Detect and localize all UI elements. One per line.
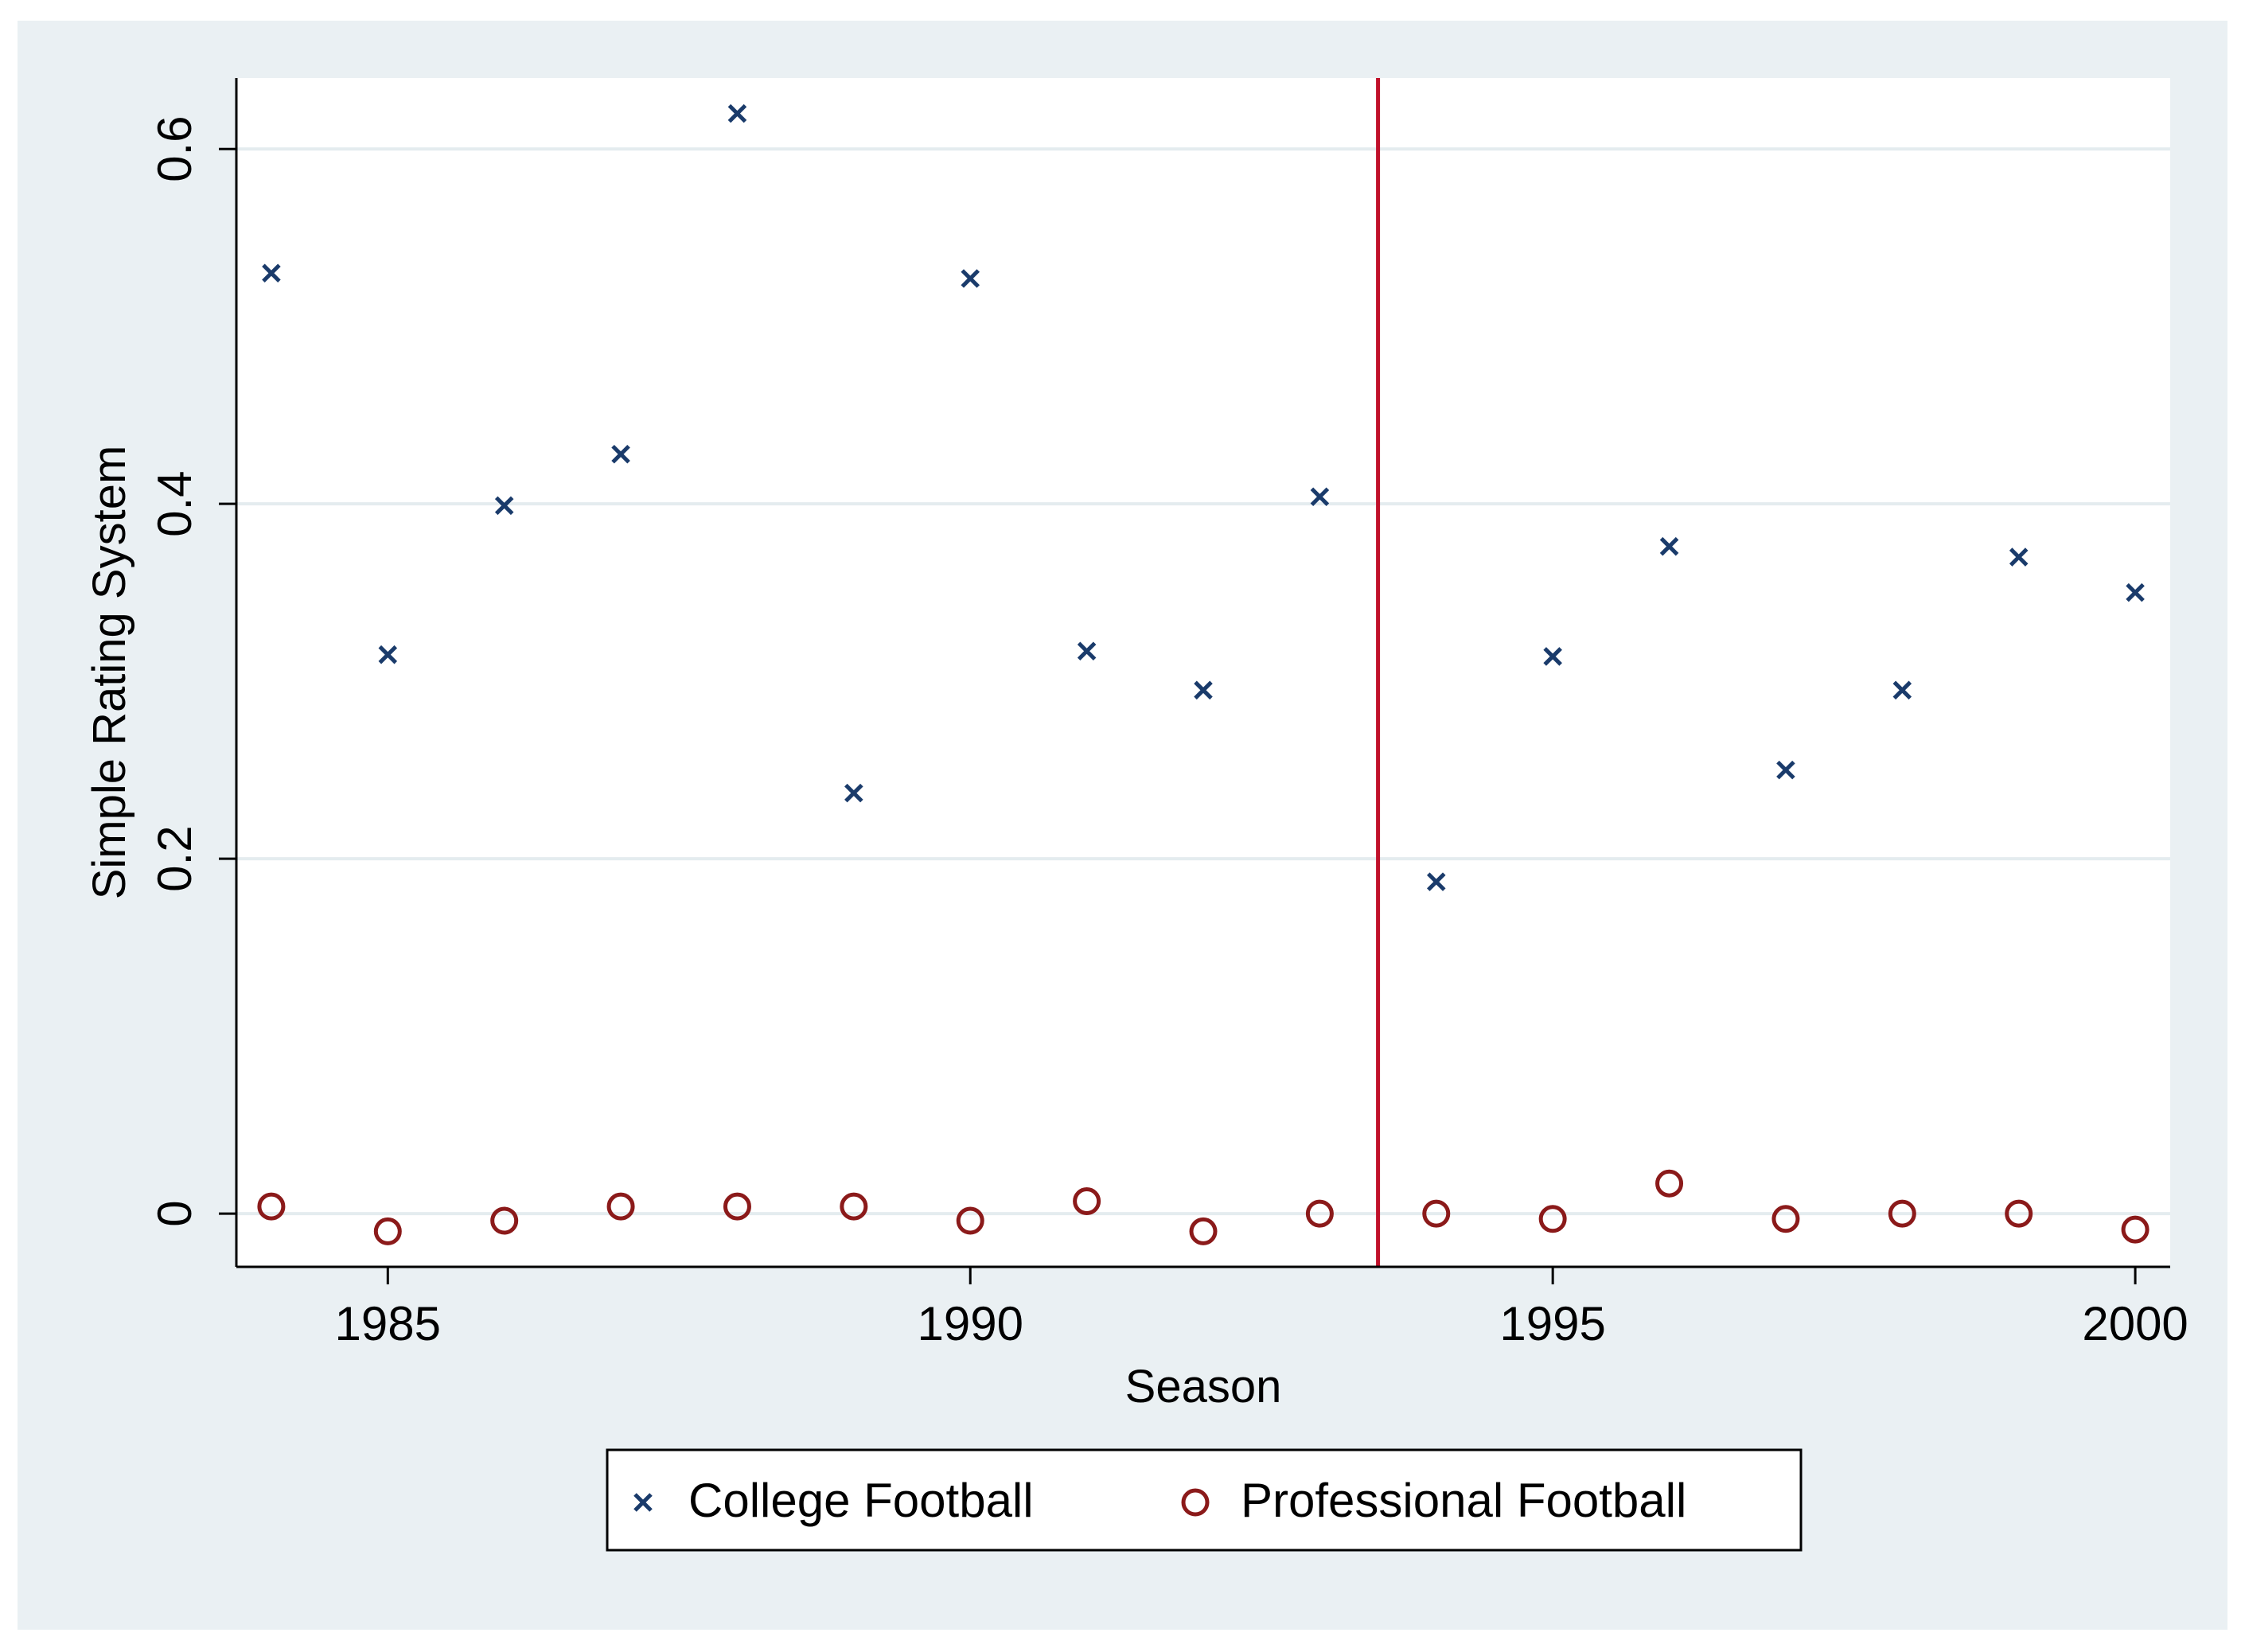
- point-professional-1990: [956, 1206, 984, 1235]
- point-college-1990: [961, 269, 980, 288]
- point-college-1994-stroke-b: [1427, 872, 1446, 891]
- point-professional-1996: [1655, 1169, 1684, 1198]
- x-axis-label: Season: [1125, 1361, 1282, 1412]
- point-professional-1999: [2005, 1199, 2033, 1228]
- point-college-1989: [844, 783, 863, 803]
- point-college-1993-stroke-b: [1310, 487, 1330, 507]
- point-college-1985: [378, 645, 398, 664]
- x-tick-label-2: 1995: [1499, 1297, 1605, 1350]
- x-tick-label-3: 2000: [2082, 1297, 2188, 1350]
- legend-marker-professional: [1181, 1488, 1210, 1517]
- point-professional-1986: [490, 1206, 519, 1235]
- point-college-1984-stroke-b: [262, 263, 281, 283]
- point-professional-1994: [1422, 1199, 1451, 1228]
- point-college-1992: [1194, 680, 1213, 700]
- point-college-1991-stroke-b: [1077, 641, 1097, 661]
- point-professional-1995: [1538, 1205, 1567, 1233]
- point-college-1984: [262, 263, 281, 283]
- point-college-1997: [1776, 760, 1795, 780]
- legend-symbol-circle: [1181, 1488, 1210, 1517]
- point-professional-1993: [1305, 1199, 1334, 1228]
- x-tick-label-1: 1990: [917, 1297, 1023, 1350]
- y-tick-label-1: 0.2: [148, 825, 201, 891]
- point-college-1994: [1427, 872, 1446, 891]
- point-college-1986-stroke-b: [494, 496, 514, 516]
- y-tick-label-2: 0.4: [148, 470, 201, 536]
- plot-area: [236, 78, 2170, 1267]
- y-tick-label-3: 0.6: [148, 115, 201, 181]
- point-college-1988-stroke-b: [727, 103, 747, 123]
- point-college-1987: [611, 444, 630, 464]
- point-college-1996: [1659, 536, 1679, 556]
- point-college-1989-stroke-b: [844, 783, 863, 803]
- point-college-1995-stroke-b: [1543, 647, 1562, 666]
- point-professional-1984: [257, 1192, 286, 1221]
- data-points: [257, 103, 2150, 1245]
- gridlines: [236, 147, 2170, 1216]
- legend: College Football Professional Football: [606, 1448, 1803, 1552]
- point-professional-1988: [723, 1192, 751, 1221]
- point-college-1998: [1892, 680, 1912, 700]
- point-college-2000-stroke-b: [2126, 582, 2145, 602]
- x-tick-label-0: 1985: [335, 1297, 441, 1350]
- point-college-1996-stroke-b: [1659, 536, 1679, 556]
- legend-marker-college: [633, 1493, 653, 1512]
- point-college-1988: [727, 103, 747, 123]
- point-professional-1997: [1771, 1205, 1800, 1233]
- legend-symbol-cross: [633, 1493, 653, 1512]
- legend-symbol-cross-stroke-b: [633, 1493, 653, 1512]
- point-college-1991: [1077, 641, 1097, 661]
- legend-label-college: College Football: [688, 1474, 1034, 1527]
- axes: 1985 1990 1995 2000 0 0.2 0.4 0.6: [148, 78, 2188, 1350]
- point-college-1993: [1310, 487, 1330, 507]
- point-college-1999-stroke-b: [2009, 547, 2029, 567]
- point-college-1987-stroke-b: [611, 444, 630, 464]
- point-professional-1998: [1888, 1199, 1916, 1228]
- point-professional-1991: [1073, 1186, 1101, 1215]
- point-professional-1989: [840, 1192, 868, 1221]
- point-professional-1992: [1189, 1217, 1218, 1245]
- point-college-1998-stroke-b: [1892, 680, 1912, 700]
- point-college-1997-stroke-b: [1776, 760, 1795, 780]
- point-college-1985-stroke-b: [378, 645, 398, 664]
- point-college-1992-stroke-b: [1194, 680, 1213, 700]
- point-college-2000: [2126, 582, 2145, 602]
- y-tick-label-0: 0: [148, 1200, 201, 1226]
- point-college-1990-stroke-b: [961, 269, 980, 288]
- point-professional-1987: [606, 1192, 635, 1221]
- point-college-1999: [2009, 547, 2029, 567]
- legend-label-professional: Professional Football: [1241, 1474, 1686, 1527]
- legend-box: [606, 1448, 1803, 1552]
- point-professional-2000: [2121, 1215, 2150, 1244]
- point-professional-1985: [373, 1217, 402, 1245]
- point-college-1995: [1543, 647, 1562, 666]
- point-college-1986: [494, 496, 514, 516]
- y-axis-label: Simple Rating System: [84, 446, 135, 900]
